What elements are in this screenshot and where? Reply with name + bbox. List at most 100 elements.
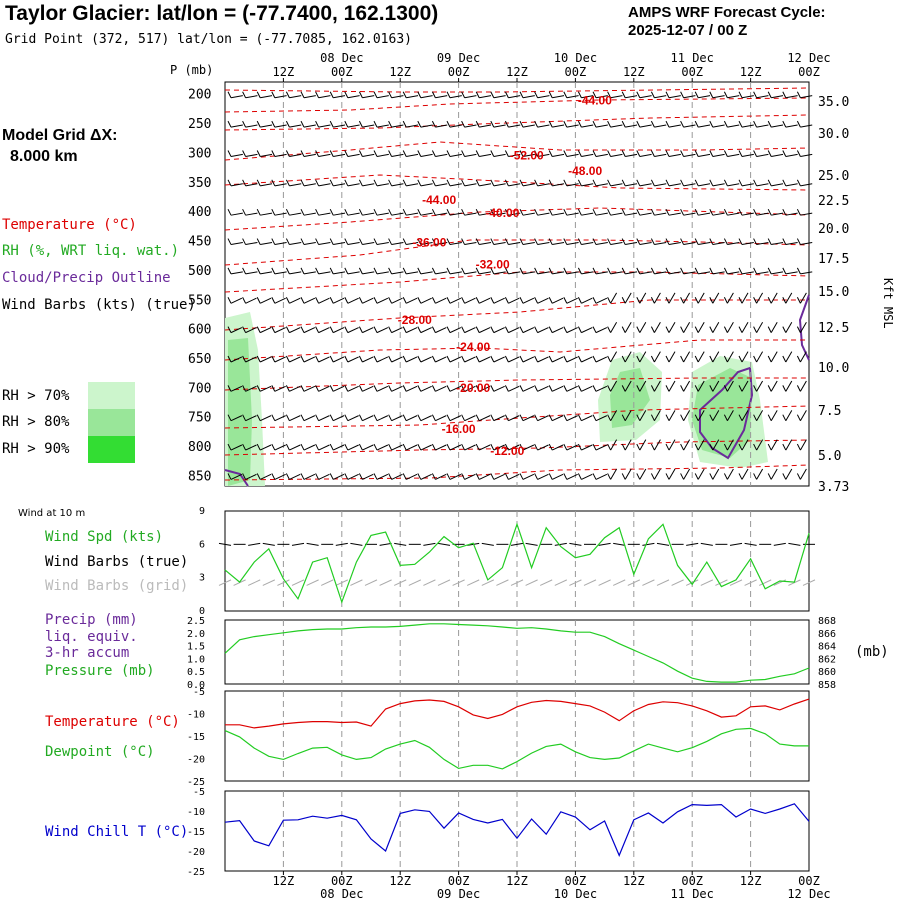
wind-barb xyxy=(303,183,316,187)
wind-barb xyxy=(639,439,647,451)
height-tick-label: 12.5 xyxy=(818,321,849,336)
wind-barb xyxy=(741,380,749,392)
wind-barb xyxy=(665,179,670,187)
wind-barb xyxy=(318,95,331,99)
wind-barb xyxy=(522,415,535,422)
wind-barb xyxy=(607,414,612,421)
wind-barb xyxy=(242,355,247,363)
wind-barb xyxy=(402,326,407,333)
wind-barb xyxy=(756,183,769,187)
wind-barb xyxy=(490,179,495,187)
wind-barb xyxy=(577,326,582,333)
wind-barb xyxy=(799,468,807,480)
wind-barb xyxy=(595,327,608,334)
wind-barb xyxy=(260,212,273,216)
wind-barb xyxy=(727,241,740,246)
wind-barb xyxy=(242,179,247,187)
wind-barb xyxy=(621,91,626,98)
wind-barb xyxy=(376,271,389,275)
wind-barb xyxy=(391,95,404,99)
wind-barb xyxy=(332,297,345,304)
wind-barb xyxy=(566,473,578,480)
wind-barb xyxy=(405,473,418,480)
wind-barb xyxy=(650,238,655,245)
wind-barb xyxy=(464,241,477,246)
wind-barb xyxy=(522,385,535,392)
wind-barb xyxy=(782,297,787,304)
wind-barb xyxy=(639,271,652,275)
wind-barb xyxy=(694,443,699,451)
wind-barb xyxy=(636,179,641,187)
wind-barb xyxy=(782,443,787,451)
grid-wind-barb xyxy=(744,579,757,586)
wind-barb xyxy=(242,326,247,333)
wind-barb xyxy=(625,271,638,275)
wind-barb xyxy=(271,208,276,216)
pressure-tick-label: 750 xyxy=(188,411,211,426)
wind-barb xyxy=(332,444,345,451)
wind-barb xyxy=(420,327,432,334)
wind-barb xyxy=(800,153,813,157)
temperature-contour-label: -28.00 xyxy=(398,313,432,327)
wind-barb xyxy=(303,212,316,216)
grid-wind-barb xyxy=(320,579,334,586)
wind-barb xyxy=(522,473,535,480)
wind-barb xyxy=(479,212,492,216)
wind-barb xyxy=(315,150,320,157)
wind-barb xyxy=(406,183,419,187)
wind-barb xyxy=(767,238,772,245)
wind-barb xyxy=(285,443,290,451)
wind-barb xyxy=(697,439,705,451)
wind-barb xyxy=(402,385,407,392)
temperature-contour-label: -44.00 xyxy=(422,193,456,207)
wind-barb xyxy=(592,326,597,333)
wind-barb xyxy=(285,208,290,216)
wind-barb xyxy=(537,95,550,99)
wind-barb xyxy=(607,150,612,157)
top-hour-label: 12Z xyxy=(740,65,762,79)
wind-barb xyxy=(607,473,612,480)
wind-barb xyxy=(581,385,593,392)
wind-barb xyxy=(446,473,451,480)
wind-barb xyxy=(405,297,418,304)
surface-wind-barb xyxy=(613,542,626,546)
wind-barb xyxy=(446,385,451,392)
wind-barb xyxy=(388,355,393,363)
temperature-contour xyxy=(224,97,810,113)
wind-barb xyxy=(475,385,480,392)
surface-wind-barb xyxy=(656,542,670,546)
grid-wind-barb xyxy=(335,579,349,586)
forecast-cycle-value: 2025-12-07 / 00 Z xyxy=(628,22,748,39)
pressure-right-tick: 858 xyxy=(818,680,836,691)
top-day-label: 08 Dec xyxy=(320,51,363,65)
wind-barb xyxy=(785,468,793,480)
wind-barb xyxy=(449,95,462,99)
wind-barb xyxy=(621,267,626,275)
wind-barb xyxy=(490,120,495,128)
wind-barb xyxy=(650,297,655,304)
wind-barb xyxy=(417,267,422,275)
wind-barb xyxy=(358,326,363,333)
wind-barb xyxy=(274,356,286,363)
wind-barb xyxy=(782,208,787,216)
pressure-line xyxy=(224,623,810,683)
wind-barb xyxy=(753,267,758,275)
wind-barb xyxy=(581,183,594,187)
wind-barb xyxy=(738,91,743,98)
wind-barb xyxy=(650,414,655,421)
wind-barb xyxy=(796,179,801,187)
grid-wind-barb xyxy=(642,579,655,586)
wind-barb xyxy=(344,238,349,245)
temperature-contour-label: -12.00 xyxy=(490,444,524,458)
wind-barb xyxy=(639,183,652,187)
wind-barb xyxy=(475,443,480,451)
wind-barb xyxy=(446,267,451,275)
wind-barb xyxy=(636,443,641,451)
wind-barb xyxy=(653,410,661,421)
wind-barb xyxy=(315,414,320,421)
wind-barb xyxy=(771,241,784,246)
wind-barb xyxy=(417,120,422,128)
wind-barb xyxy=(726,380,734,392)
surface-wind-barb xyxy=(423,542,436,546)
wind-barb xyxy=(534,414,539,421)
